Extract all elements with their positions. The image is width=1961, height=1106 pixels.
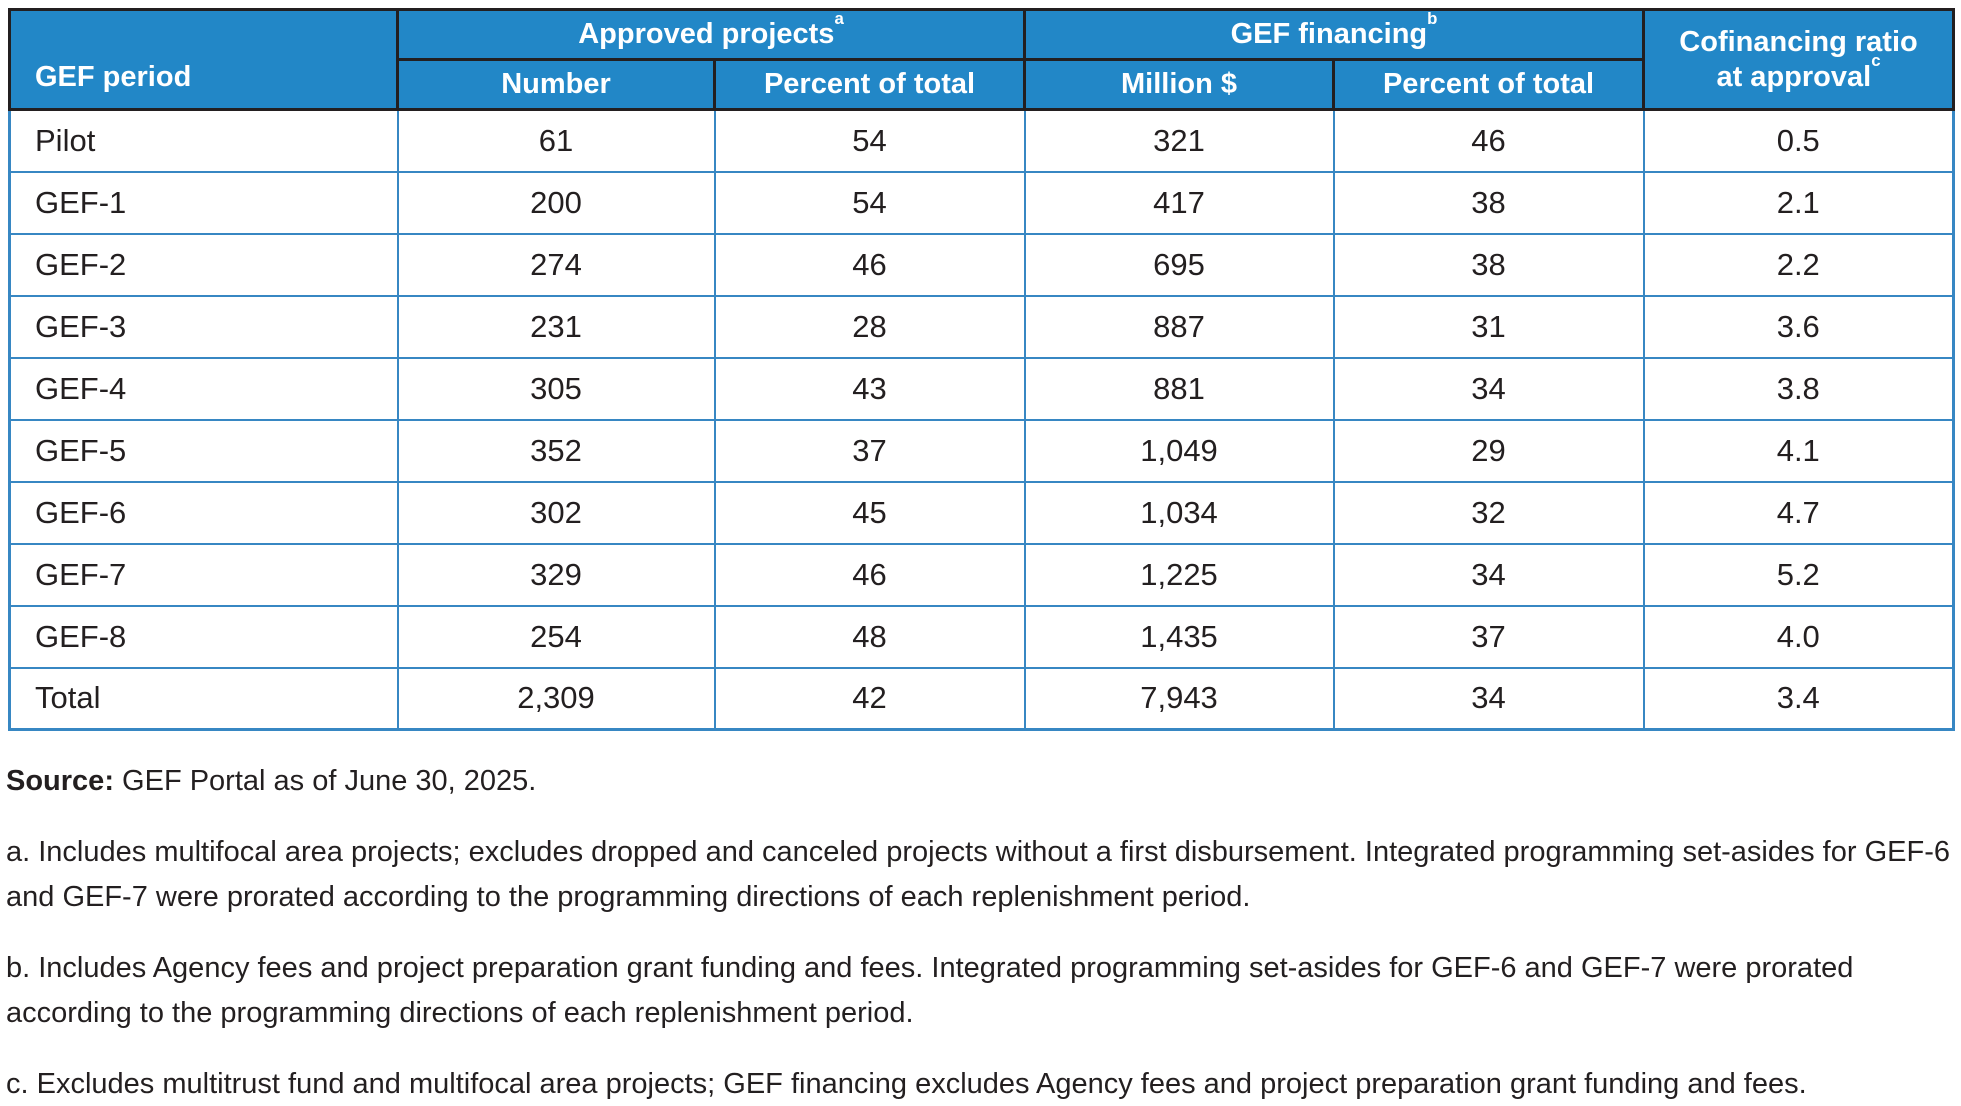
cell-pct-projects: 46 bbox=[713, 232, 1026, 297]
table-row-gef-7: GEF-7 329 46 1,225 34 5.2 bbox=[8, 542, 1956, 607]
col-header-gef-period: GEF period bbox=[8, 8, 399, 111]
col-header-percent-financing: Percent of total bbox=[1332, 58, 1646, 111]
table-row-gef-4: GEF-4 305 43 881 34 3.8 bbox=[8, 356, 1956, 421]
footnote-c: c. Excludes multitrust fund and multifoc… bbox=[6, 1067, 1807, 1100]
table-header: GEF period Approved projectsa GEF financ… bbox=[8, 8, 1956, 111]
cell-ratio: 3.8 bbox=[1642, 356, 1956, 421]
footnote-b: b. Includes Agency fees and project prep… bbox=[6, 951, 1854, 1029]
footnote-marker-c: c bbox=[1871, 51, 1881, 71]
footnote-marker-a: a bbox=[834, 9, 844, 29]
table-body: Pilot 61 54 321 46 0.5 GEF-1 200 54 417 … bbox=[8, 108, 1956, 731]
gef-projects-financing-table: GEF period Approved projectsa GEF financ… bbox=[8, 8, 1956, 731]
source-line: Source: GEF Portal as of June 30, 2025. bbox=[6, 759, 1956, 804]
table-row-pilot: Pilot 61 54 321 46 0.5 bbox=[8, 108, 1956, 173]
cell-ratio: 3.6 bbox=[1642, 294, 1956, 359]
cell-ratio: 4.1 bbox=[1642, 418, 1956, 483]
page: GEF period Approved projectsa GEF financ… bbox=[0, 8, 1961, 1106]
cell-number: 254 bbox=[396, 604, 716, 669]
cell-pct-projects: 54 bbox=[713, 108, 1026, 173]
cell-million: 695 bbox=[1023, 232, 1335, 297]
cell-pct-financing: 34 bbox=[1332, 542, 1645, 607]
row-label: GEF-8 bbox=[8, 604, 399, 669]
cell-pct-projects: 46 bbox=[713, 542, 1026, 607]
cell-pct-financing: 38 bbox=[1332, 232, 1645, 297]
table-row-gef-8: GEF-8 254 48 1,435 37 4.0 bbox=[8, 604, 1956, 669]
cell-number: 302 bbox=[396, 480, 716, 545]
cell-number: 329 bbox=[396, 542, 716, 607]
cell-million: 881 bbox=[1023, 356, 1335, 421]
group-financing-label: GEF financing bbox=[1230, 18, 1428, 51]
col-header-gef-period-label: GEF period bbox=[35, 61, 192, 94]
cell-ratio: 5.2 bbox=[1642, 542, 1956, 607]
source-label: Source: bbox=[6, 765, 114, 797]
row-label: GEF-6 bbox=[8, 480, 399, 545]
cell-ratio: 4.0 bbox=[1642, 604, 1956, 669]
table-row-gef-6: GEF-6 302 45 1,034 32 4.7 bbox=[8, 480, 1956, 545]
cell-pct-financing: 29 bbox=[1332, 418, 1645, 483]
cell-ratio: 0.5 bbox=[1642, 108, 1956, 173]
cell-million: 321 bbox=[1023, 108, 1335, 173]
cell-million: 1,034 bbox=[1023, 480, 1335, 545]
cell-pct-projects: 42 bbox=[713, 666, 1026, 731]
row-label: Total bbox=[8, 666, 399, 731]
cell-pct-financing: 31 bbox=[1332, 294, 1645, 359]
col-header-million-dollars: Million $ bbox=[1023, 58, 1336, 111]
cofinancing-label-line1: Cofinancing ratio bbox=[1679, 25, 1918, 58]
cell-million: 1,049 bbox=[1023, 418, 1335, 483]
cell-million: 1,225 bbox=[1023, 542, 1335, 607]
table-row-total: Total 2,309 42 7,943 34 3.4 bbox=[8, 666, 1956, 731]
row-label: GEF-5 bbox=[8, 418, 399, 483]
cell-number: 231 bbox=[396, 294, 716, 359]
cell-million: 7,943 bbox=[1023, 666, 1335, 731]
cell-ratio: 2.2 bbox=[1642, 232, 1956, 297]
cell-pct-financing: 46 bbox=[1332, 108, 1645, 173]
group-approved-label: Approved projects bbox=[578, 18, 835, 51]
cell-million: 1,435 bbox=[1023, 604, 1335, 669]
header-sub-row: Number Percent of total Million $ Percen… bbox=[10, 58, 1954, 111]
table-row-gef-2: GEF-2 274 46 695 38 2.2 bbox=[8, 232, 1956, 297]
cell-ratio: 3.4 bbox=[1642, 666, 1956, 731]
row-label: GEF-1 bbox=[8, 170, 399, 235]
cell-pct-projects: 43 bbox=[713, 356, 1026, 421]
row-label: GEF-2 bbox=[8, 232, 399, 297]
cell-million: 887 bbox=[1023, 294, 1335, 359]
cell-pct-projects: 28 bbox=[713, 294, 1026, 359]
row-label: GEF-3 bbox=[8, 294, 399, 359]
table-row-gef-5: GEF-5 352 37 1,049 29 4.1 bbox=[8, 418, 1956, 483]
cell-pct-financing: 37 bbox=[1332, 604, 1645, 669]
cell-pct-projects: 48 bbox=[713, 604, 1026, 669]
cell-ratio: 4.7 bbox=[1642, 480, 1956, 545]
col-header-percent-projects: Percent of total bbox=[712, 58, 1027, 111]
source-text: GEF Portal as of June 30, 2025. bbox=[113, 765, 537, 797]
cell-ratio: 2.1 bbox=[1642, 170, 1956, 235]
cell-number: 61 bbox=[396, 108, 716, 173]
cofinancing-label-line2: at approval bbox=[1716, 60, 1872, 93]
cell-pct-projects: 54 bbox=[713, 170, 1026, 235]
cell-number: 274 bbox=[396, 232, 716, 297]
cell-number: 305 bbox=[396, 356, 716, 421]
cell-pct-financing: 38 bbox=[1332, 170, 1645, 235]
cell-number: 200 bbox=[396, 170, 716, 235]
cell-million: 417 bbox=[1023, 170, 1335, 235]
cell-number: 352 bbox=[396, 418, 716, 483]
cell-pct-financing: 32 bbox=[1332, 480, 1645, 545]
cell-pct-projects: 37 bbox=[713, 418, 1026, 483]
table-notes: Source: GEF Portal as of June 30, 2025. … bbox=[6, 759, 1956, 1106]
table-row-gef-1: GEF-1 200 54 417 38 2.1 bbox=[8, 170, 1956, 235]
row-label: GEF-4 bbox=[8, 356, 399, 421]
footnote-marker-b: b bbox=[1427, 9, 1438, 29]
header-group-row: GEF period Approved projectsa GEF financ… bbox=[8, 8, 1956, 111]
col-header-number: Number bbox=[396, 58, 716, 111]
group-header-gef-financing: GEF financingb bbox=[1023, 8, 1646, 61]
col-header-cofinancing-ratio: Cofinancing ratio at approvalc bbox=[1642, 8, 1956, 111]
group-header-approved-projects: Approved projectsa bbox=[395, 8, 1027, 61]
footnote-a: a. Includes multifocal area projects; ex… bbox=[6, 835, 1950, 913]
cell-pct-projects: 45 bbox=[713, 480, 1026, 545]
cell-number: 2,309 bbox=[396, 666, 716, 731]
cell-pct-financing: 34 bbox=[1332, 666, 1645, 731]
cell-pct-financing: 34 bbox=[1332, 356, 1645, 421]
row-label: GEF-7 bbox=[8, 542, 399, 607]
table-row-gef-3: GEF-3 231 28 887 31 3.6 bbox=[8, 294, 1956, 359]
row-label: Pilot bbox=[8, 108, 399, 173]
